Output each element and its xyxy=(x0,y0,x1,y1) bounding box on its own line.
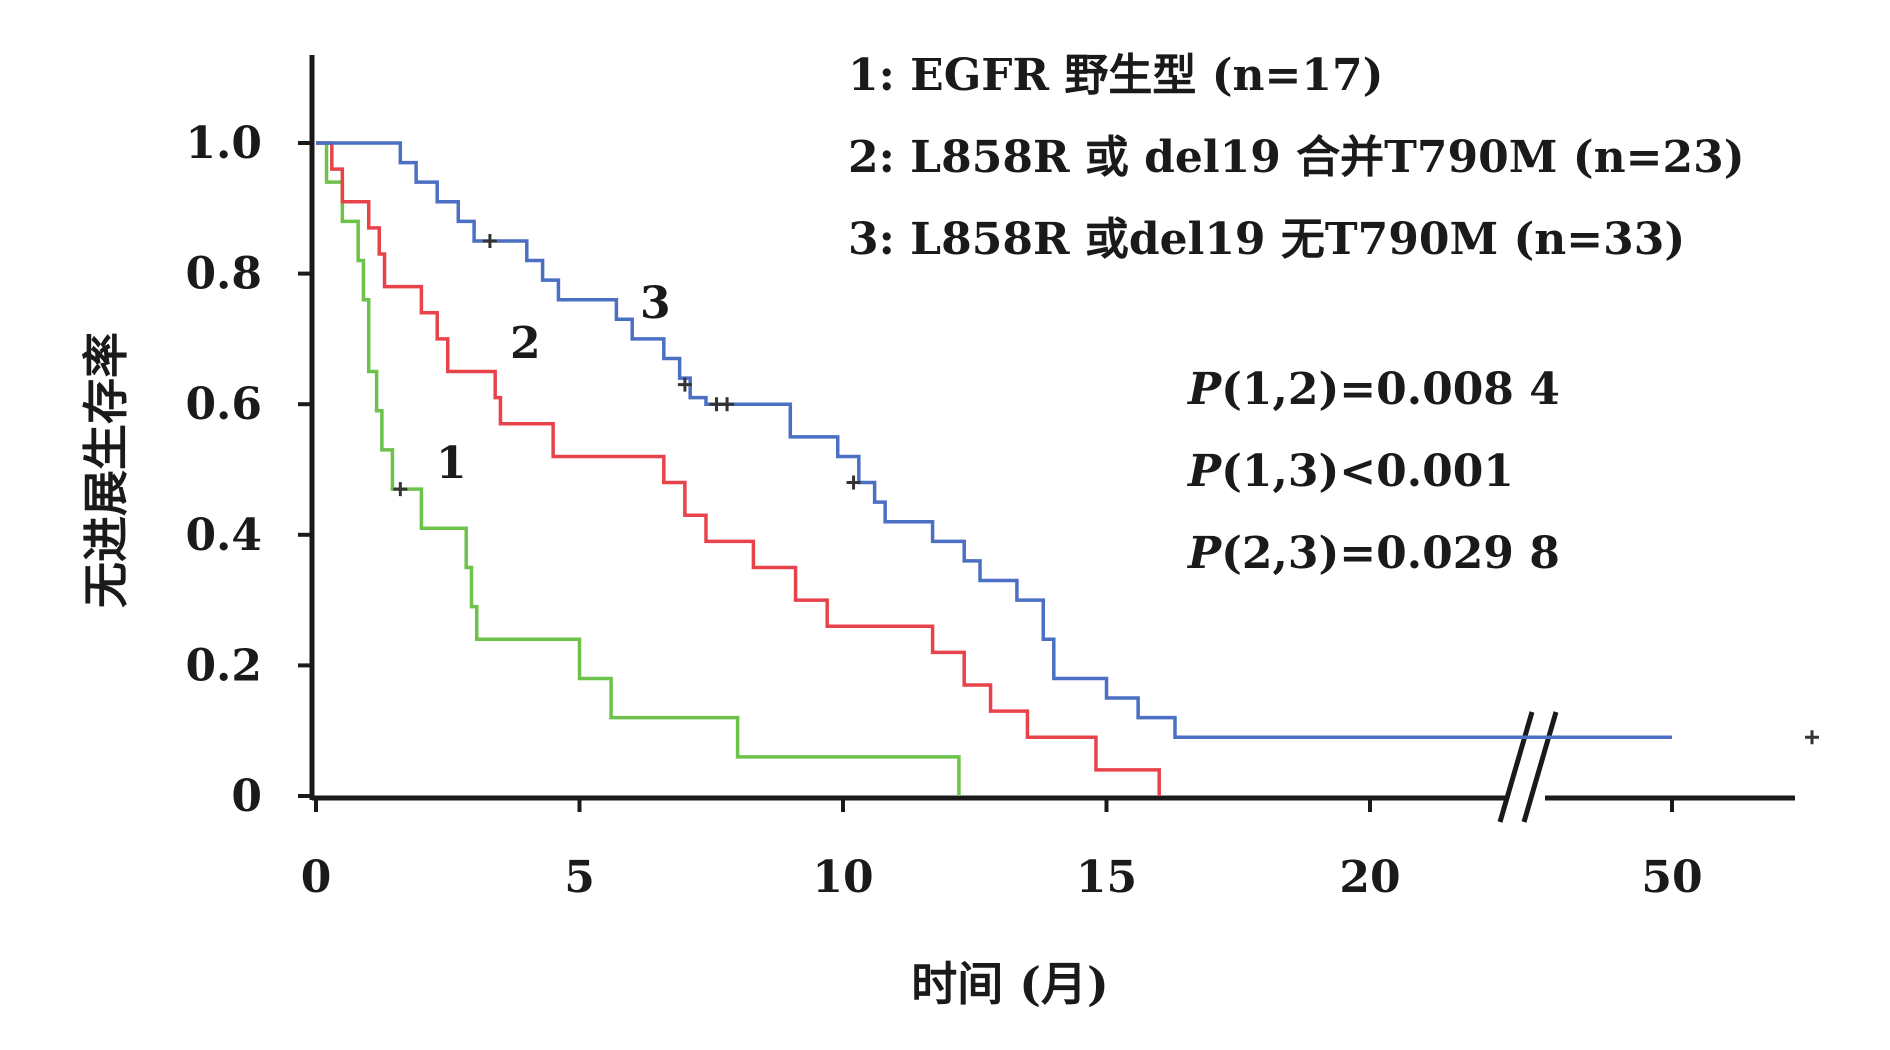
y-tick-label: 0.2 xyxy=(185,640,262,691)
curve-label-1: 1 xyxy=(436,438,467,489)
x-tick-label: 50 xyxy=(1641,852,1702,903)
y-tick-label: 0.4 xyxy=(185,510,262,561)
p-value-2-3: P(2,3)=0.029 8 xyxy=(1186,528,1560,579)
legend-item-3: 3: L858R 或del19 无T790M (n=33) xyxy=(848,214,1685,265)
legend: 1: EGFR 野生型 (n=17) 2: L858R 或 del19 合并T7… xyxy=(848,50,1745,265)
curve-label-2: 2 xyxy=(510,318,541,369)
survival-curve-3 xyxy=(316,141,1672,739)
p-value-1-3: P(1,3)<0.001 xyxy=(1186,446,1514,497)
legend-item-1: 1: EGFR 野生型 (n=17) xyxy=(848,50,1383,101)
censor-mark-1 xyxy=(393,482,408,497)
x-tick-label: 10 xyxy=(812,852,873,903)
survival-curves xyxy=(316,141,1819,796)
censor-mark-3 xyxy=(1805,730,1819,745)
y-tick-label: 0.6 xyxy=(185,379,262,430)
axis-break-mark xyxy=(1497,711,1559,825)
censor-mark-3 xyxy=(720,397,735,412)
x-tick-label: 5 xyxy=(564,852,595,903)
survival-curve-2 xyxy=(316,141,1161,796)
y-tick-label: 0 xyxy=(231,771,262,822)
y-ticks: 0 0.2 0.4 0.6 0.8 1.0 xyxy=(185,118,312,822)
x-tick-label: 15 xyxy=(1076,852,1137,903)
p-value-annotations: P(1,2)=0.008 4 P(1,3)<0.001 P(2,3)=0.029… xyxy=(1186,364,1560,579)
censor-mark-3 xyxy=(846,475,861,490)
curve-label-3: 3 xyxy=(640,278,671,329)
x-tick-label: 20 xyxy=(1339,852,1400,903)
censor-mark-3 xyxy=(482,233,497,248)
censor-mark-3 xyxy=(677,377,692,392)
y-axis-title: 无进展生存率 xyxy=(79,332,133,608)
y-tick-label: 1.0 xyxy=(185,118,262,169)
legend-item-2: 2: L858R 或 del19 合并T790M (n=23) xyxy=(848,132,1745,183)
survival-curve-1 xyxy=(316,141,961,796)
p-value-1-2: P(1,2)=0.008 4 xyxy=(1186,364,1560,415)
x-tick-label: 0 xyxy=(301,852,332,903)
x-ticks: 0 5 10 15 20 50 xyxy=(301,798,1703,903)
x-axis-title: 时间 (月) xyxy=(911,957,1109,1011)
y-tick-label: 0.8 xyxy=(185,249,262,300)
